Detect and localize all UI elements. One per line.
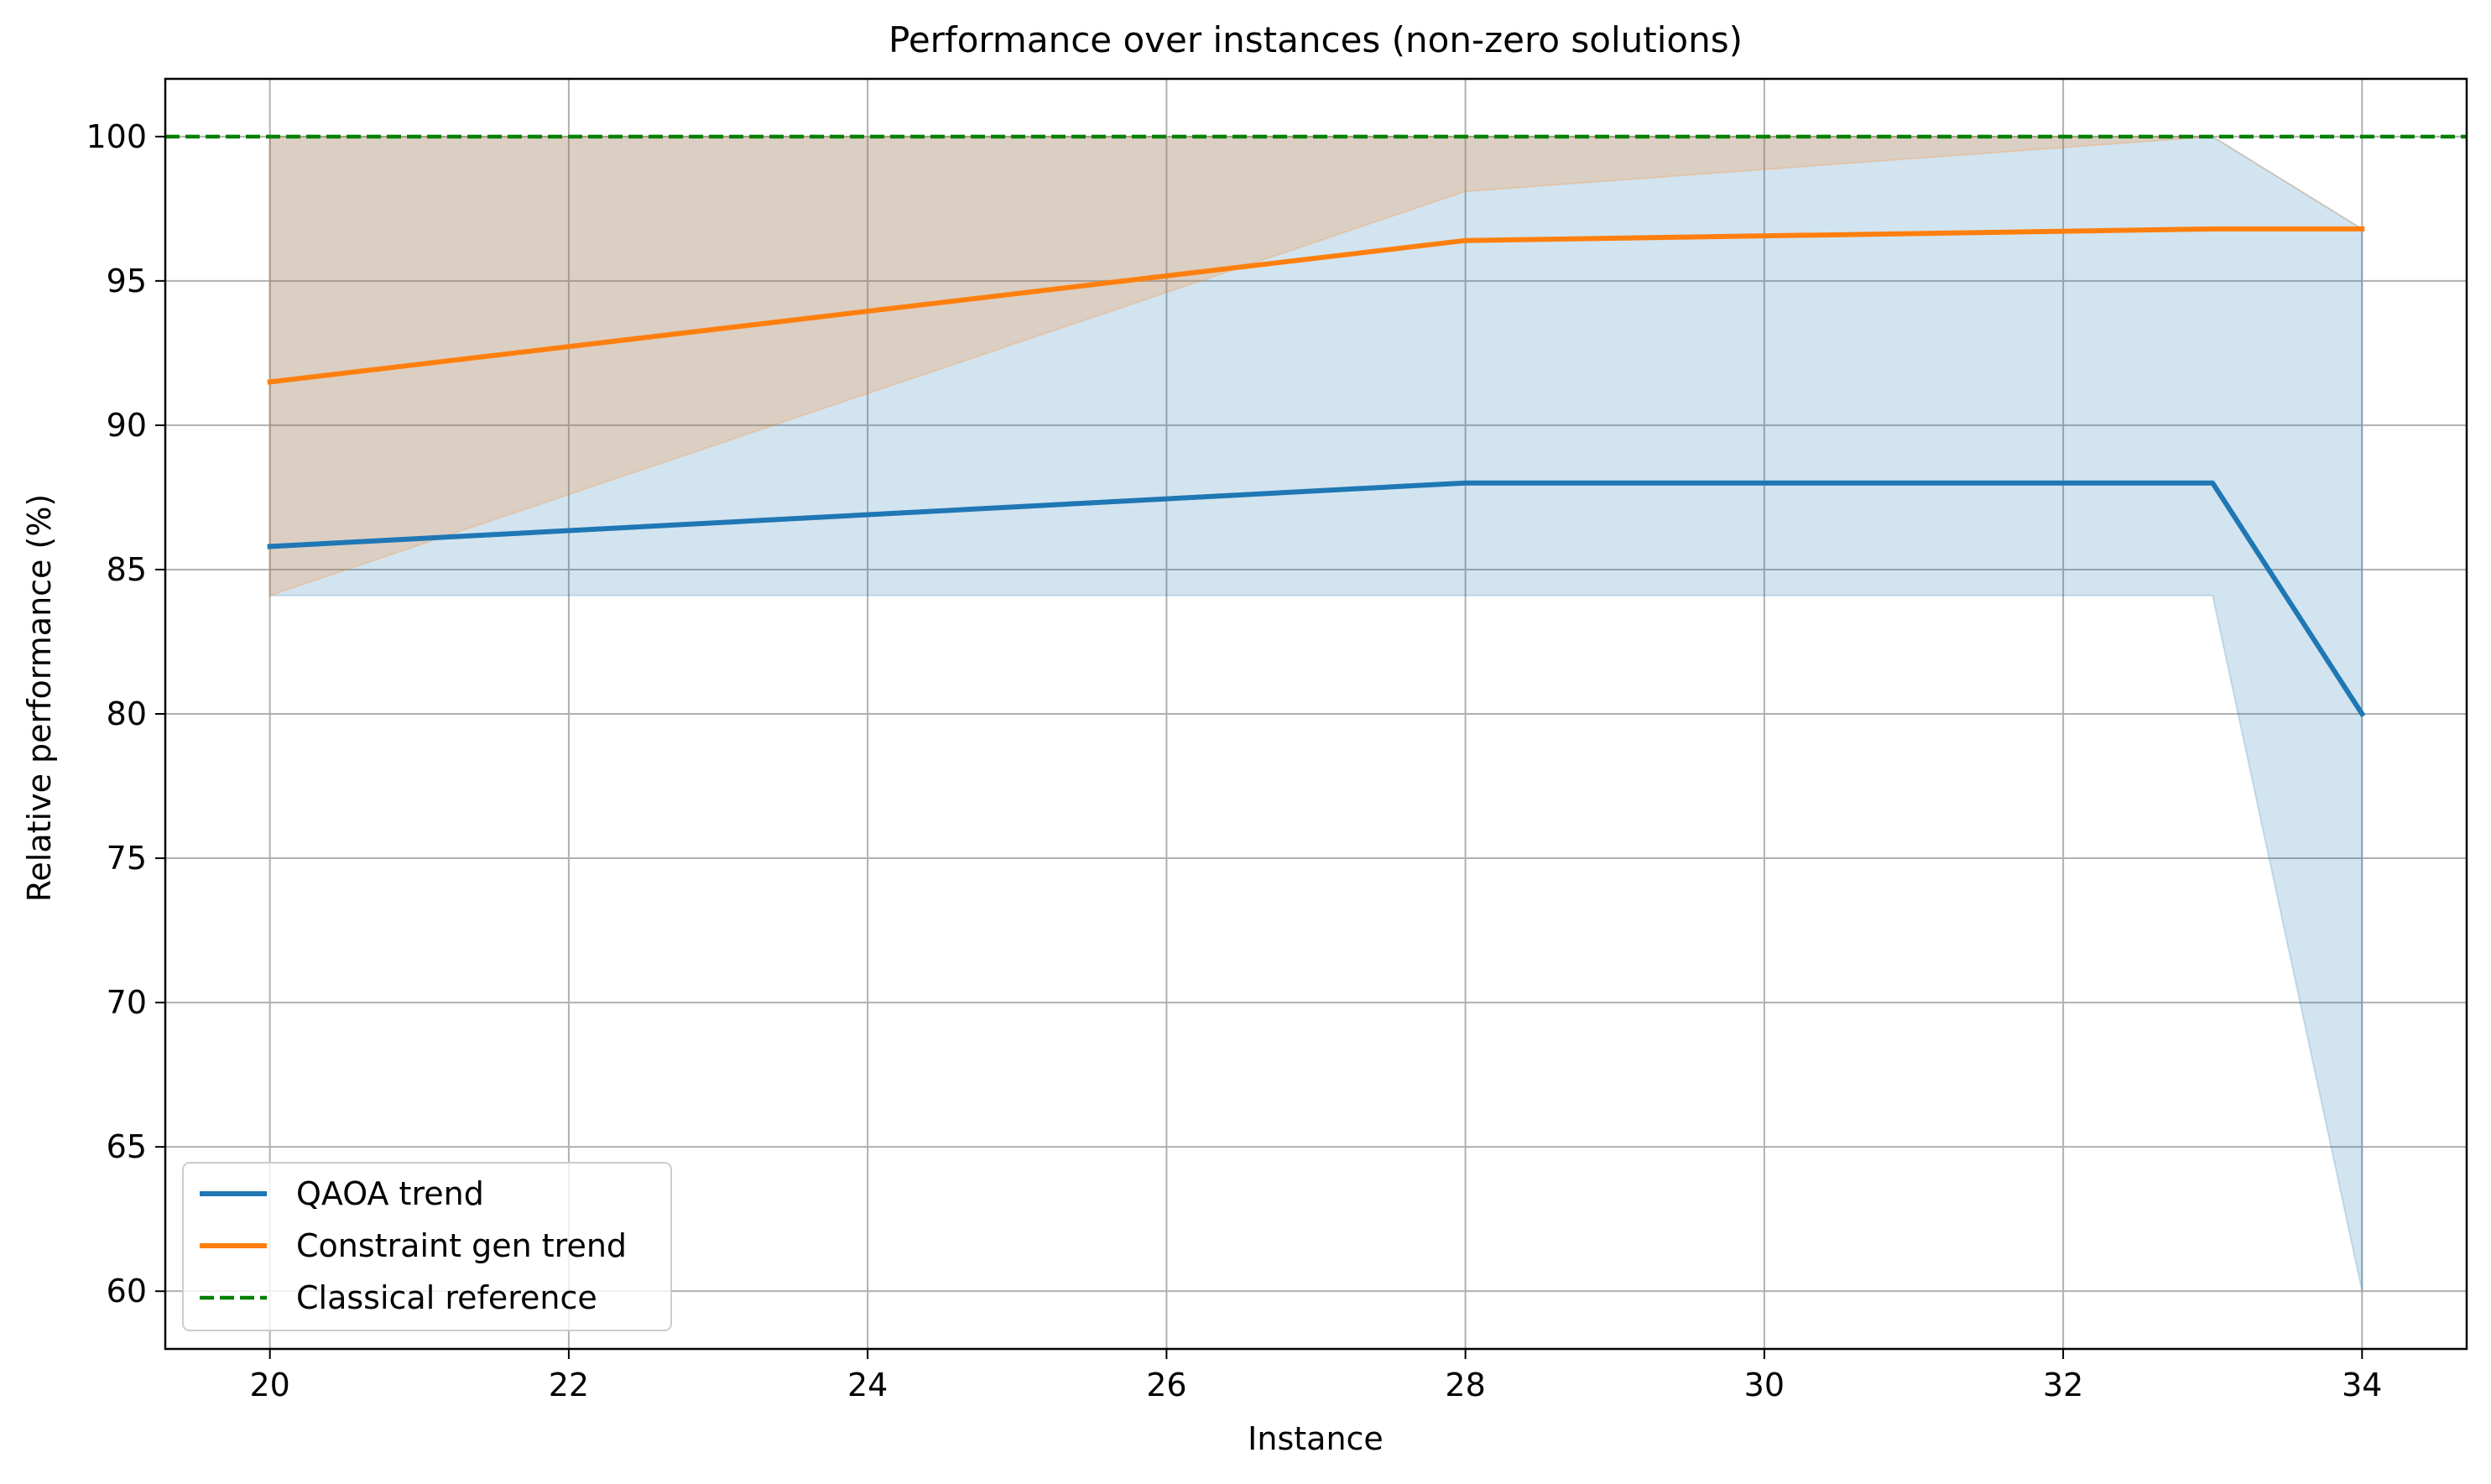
legend-box (182, 1162, 672, 1331)
x-tick-label: 20 (250, 1367, 290, 1403)
x-tick-label: 34 (2342, 1367, 2382, 1403)
y-tick-label: 100 (86, 118, 147, 155)
axis-ticks: 20 22 24 26 28 30 32 34 60 65 70 75 80 85 90 95 100 (86, 118, 2382, 1403)
x-tick-label: 26 (1146, 1367, 1186, 1403)
x-tick-label: 24 (847, 1367, 888, 1403)
legend-classical-label: Classical reference (296, 1279, 597, 1316)
legend-qaoa-label: QAOA trend (296, 1175, 484, 1212)
legend-constraint-gen-label: Constraint gen trend (296, 1227, 627, 1264)
legend: QAOA trend Constraint gen trend Classical … (182, 1162, 672, 1331)
constraint-gen-trend-line (267, 226, 2365, 385)
x-axis-label: Instance (1248, 1420, 1384, 1457)
y-tick-label: 85 (107, 551, 147, 588)
y-tick-label: 95 (107, 263, 147, 299)
qaoa-trend-line (267, 480, 2366, 718)
series-lines (165, 134, 2467, 718)
x-tick-label: 28 (1445, 1367, 1485, 1403)
y-tick-label: 70 (107, 984, 147, 1021)
constraint-gen-band (268, 135, 2363, 597)
x-tick-label: 22 (549, 1367, 589, 1403)
y-tick-label: 65 (107, 1128, 147, 1165)
chart-title: Performance over instances (non-zero sol… (889, 19, 1743, 60)
y-tick-label: 75 (107, 840, 147, 877)
y-tick-label: 60 (107, 1273, 147, 1310)
y-axis-label: Relative performance (%) (21, 494, 58, 903)
y-tick-label: 90 (107, 407, 147, 444)
qaoa-band (268, 135, 2363, 1292)
x-tick-label: 32 (2043, 1367, 2083, 1403)
y-tick-label: 80 (107, 695, 147, 732)
confidence-bands (268, 135, 2363, 1292)
x-tick-label: 30 (1744, 1367, 1785, 1403)
